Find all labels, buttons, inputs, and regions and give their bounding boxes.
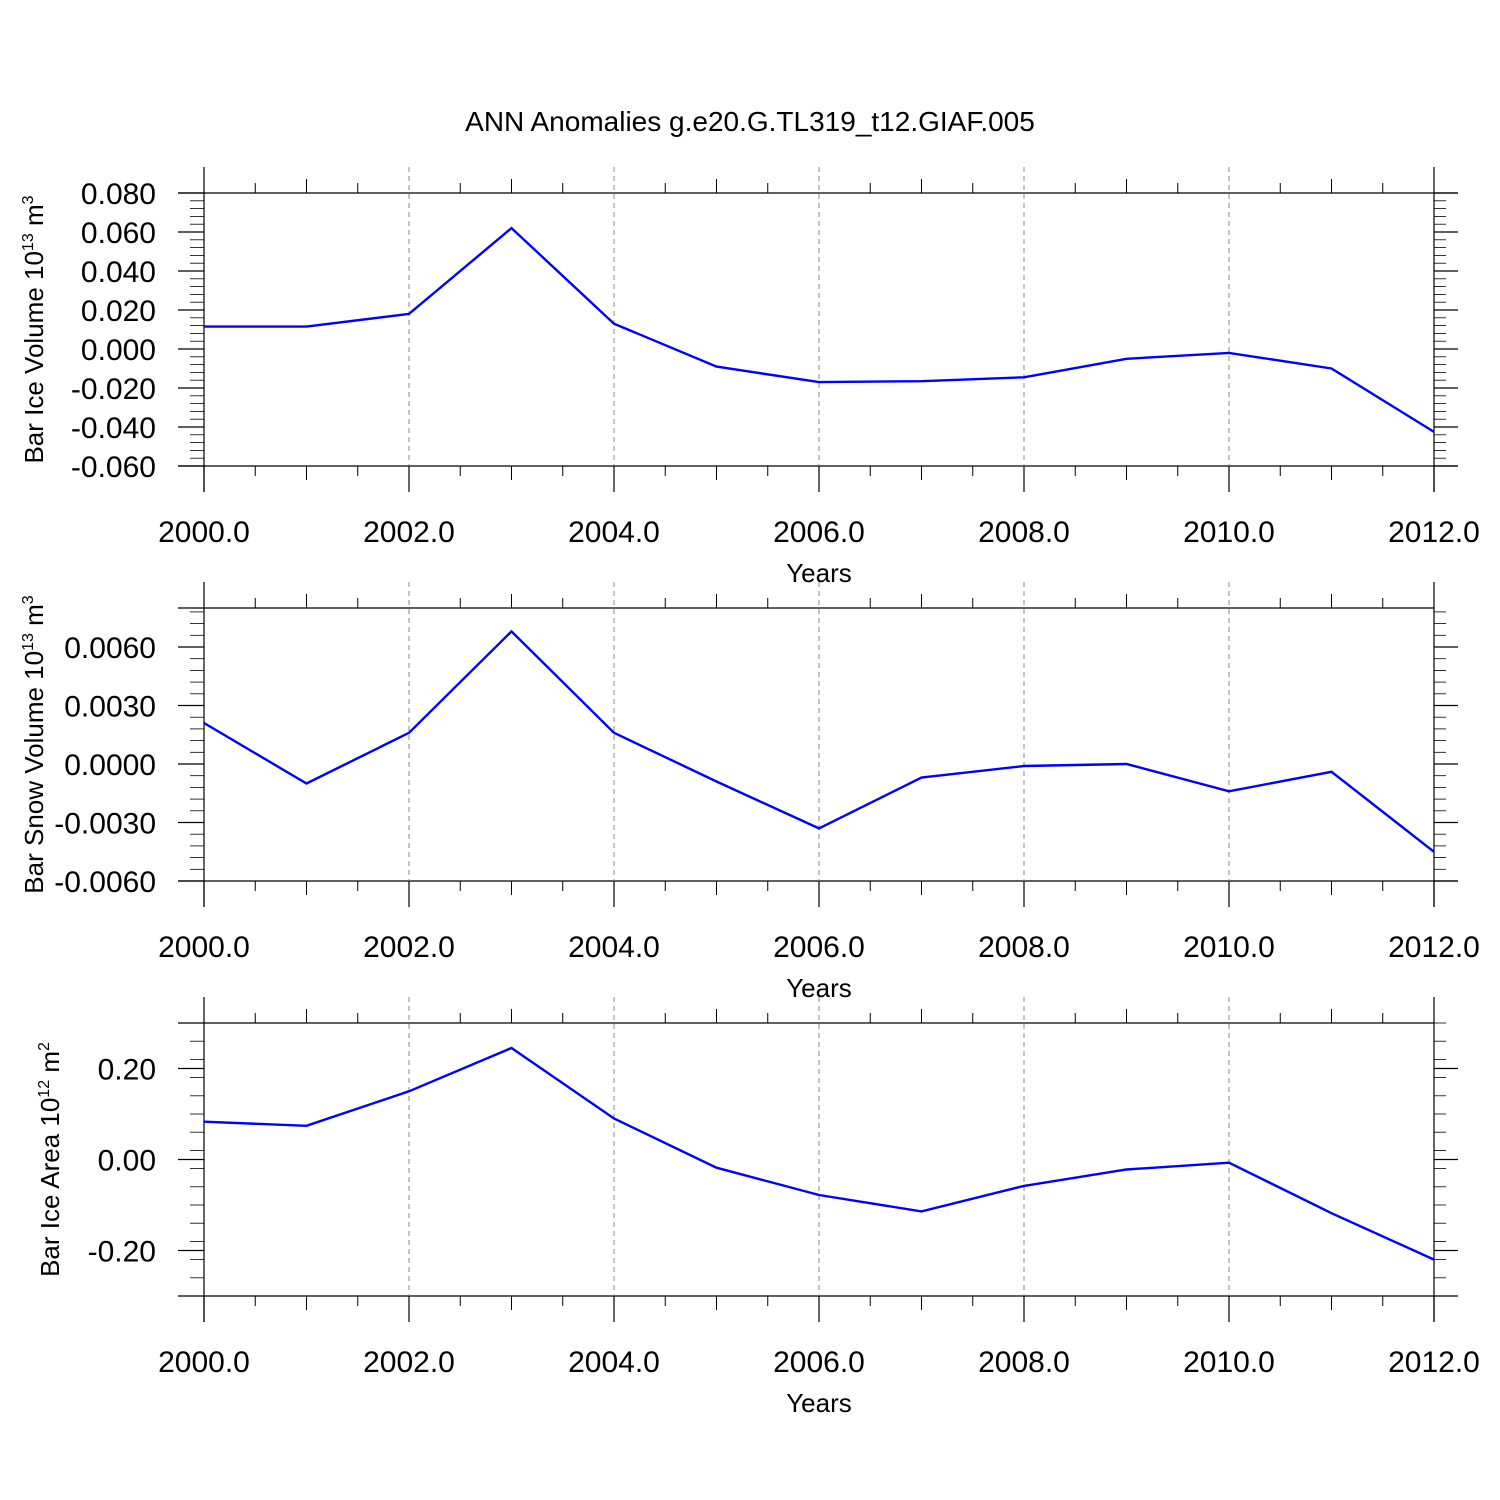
x-tick-label: 2012.0 (1388, 1346, 1480, 1379)
x-tick-label: 2000.0 (158, 516, 250, 549)
x-tick-label: 2004.0 (568, 1346, 660, 1379)
x-tick-label: 2004.0 (568, 516, 660, 549)
x-tick-label: 2004.0 (568, 931, 660, 964)
y-axis-label-exponent: 12 (36, 1080, 53, 1098)
x-tick-label: 2006.0 (773, 516, 865, 549)
y-axis-label-unit: m (35, 1051, 65, 1080)
y-tick-label: 0.0060 (64, 632, 156, 665)
y-tick-label: 0.00 (98, 1145, 156, 1178)
x-tick-label: 2002.0 (363, 1346, 455, 1379)
x-tick-label: 2010.0 (1183, 516, 1275, 549)
y-axis-label-unit: m (19, 204, 49, 233)
x-tick-label: 2010.0 (1183, 931, 1275, 964)
x-tick-label: 2000.0 (158, 1346, 250, 1379)
y-axis-label-unit-exponent: 3 (20, 595, 37, 604)
chart-title: ANN Anomalies g.e20.G.TL319_t12.GIAF.005 (465, 106, 1035, 137)
y-tick-label: -0.0030 (54, 808, 156, 841)
y-tick-label: 0.040 (81, 256, 156, 289)
y-axis-label-main: Bar Ice Area 10 (35, 1098, 65, 1277)
y-tick-label: -0.020 (71, 373, 156, 406)
x-tick-label: 2012.0 (1388, 931, 1480, 964)
y-axis-label-unit-exponent: 2 (36, 1042, 53, 1051)
y-tick-label: 0.080 (81, 178, 156, 211)
y-tick-label: -0.0060 (54, 866, 156, 899)
y-tick-label: 0.0000 (64, 749, 156, 782)
y-axis-label-unit-exponent: 3 (20, 195, 37, 204)
panel-3: 2000.0 2002.0 2004.0 2006.0 2008.0 2010.0 2012… (35, 997, 1480, 1418)
y-axis-label-exponent: 13 (20, 633, 37, 651)
x-tick-label: 2008.0 (978, 931, 1070, 964)
x-tick-label: 2012.0 (1388, 516, 1480, 549)
y-tick-label: 0.0030 (64, 691, 156, 724)
x-tick-label: 2006.0 (773, 931, 865, 964)
y-axis-label-main: Bar Ice Volume 10 (19, 251, 49, 463)
y-tick-label: -0.20 (88, 1236, 156, 1269)
x-tick-label: 2002.0 (363, 931, 455, 964)
panel-1: 2000.0 2002.0 2004.0 2006.0 2008.0 2010.0 2012… (19, 167, 1480, 588)
x-tick-label: 2002.0 (363, 516, 455, 549)
panel-2: 2000.0 2002.0 2004.0 2006.0 2008.0 2010.0 2012… (19, 582, 1480, 1003)
x-axis-label: Years (786, 1388, 852, 1418)
panels: 2000.0 2002.0 2004.0 2006.0 2008.0 2010.0 2012… (19, 167, 1480, 1418)
y-tick-label: -0.040 (71, 412, 156, 445)
x-tick-label: 2008.0 (978, 1346, 1070, 1379)
x-tick-label: 2000.0 (158, 931, 250, 964)
y-axis-label: Bar Snow Volume 1013 m3 (19, 595, 49, 894)
y-tick-label: 0.020 (81, 295, 156, 328)
y-axis-label-exponent: 13 (20, 233, 37, 251)
x-tick-label: 2008.0 (978, 516, 1070, 549)
x-tick-label: 2006.0 (773, 1346, 865, 1379)
y-tick-label: 0.000 (81, 334, 156, 367)
y-axis-label-main: Bar Snow Volume 10 (19, 651, 49, 894)
y-axis-label: Bar Ice Area 1012 m2 (35, 1042, 65, 1277)
y-axis-label-unit: m (19, 604, 49, 633)
y-tick-label: -0.060 (71, 451, 156, 484)
y-tick-label: 0.20 (98, 1054, 156, 1087)
x-tick-label: 2010.0 (1183, 1346, 1275, 1379)
y-tick-label: 0.060 (81, 217, 156, 250)
y-axis-label: Bar Ice Volume 1013 m3 (19, 195, 49, 463)
